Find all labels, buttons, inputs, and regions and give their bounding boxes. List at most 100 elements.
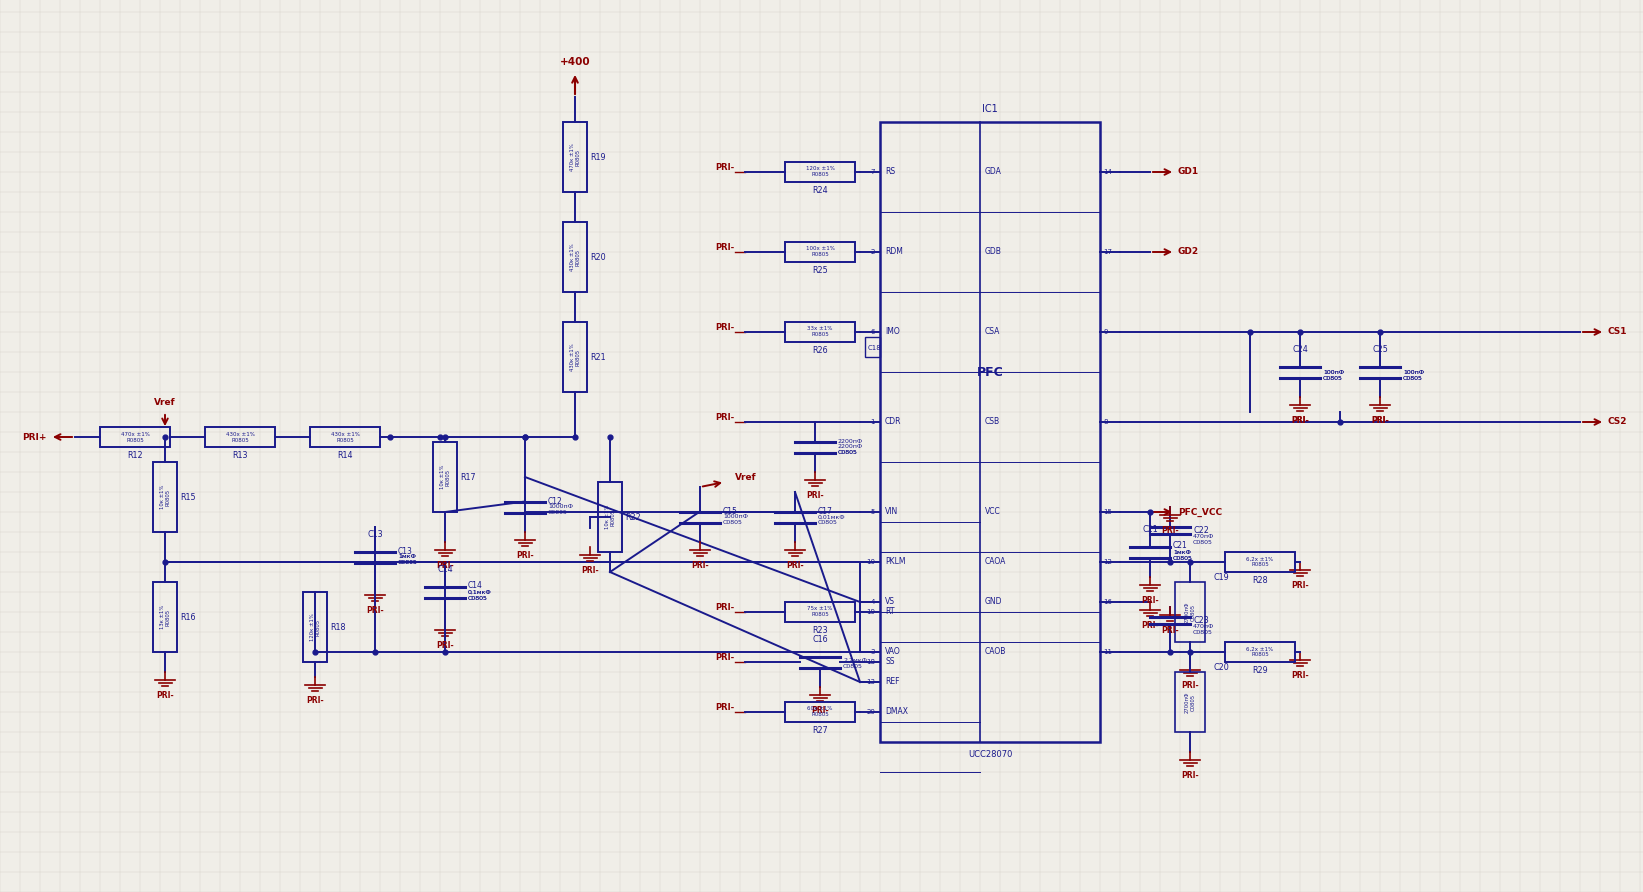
Text: C0805: C0805 (1323, 376, 1342, 381)
Text: C22: C22 (1193, 526, 1209, 535)
Bar (785, 162, 854, 182)
Text: 0,1мкФ: 0,1мкФ (468, 590, 491, 594)
Text: REF: REF (886, 678, 899, 687)
Text: CSA: CSA (986, 327, 1001, 336)
Text: 430х ±1%: 430х ±1% (225, 432, 255, 436)
Text: 100пФ: 100пФ (1403, 369, 1424, 375)
Text: R26: R26 (812, 346, 828, 355)
Bar (564, 122, 587, 192)
Text: CAOA: CAOA (986, 558, 1007, 566)
Text: R28: R28 (1252, 576, 1268, 585)
Text: C0805: C0805 (398, 560, 417, 566)
Bar (302, 592, 327, 662)
Text: R15: R15 (181, 492, 196, 501)
Text: PRI-: PRI- (716, 163, 734, 172)
Text: 470к ±1%
R0805: 470к ±1% R0805 (570, 143, 580, 171)
Text: UCC28070: UCC28070 (968, 750, 1012, 759)
Text: C0805: C0805 (723, 521, 743, 525)
Text: 100пФ: 100пФ (1323, 369, 1344, 375)
Text: PRI-: PRI- (1291, 581, 1309, 590)
Text: R16: R16 (181, 613, 196, 622)
Text: 2200пФ: 2200пФ (838, 439, 863, 444)
Text: 0,1мкФ: 0,1мкФ (468, 590, 491, 594)
Text: 120х ±1%: 120х ±1% (805, 167, 835, 171)
Text: 4: 4 (871, 599, 876, 605)
Text: 7: 7 (871, 169, 876, 175)
Text: C0805: C0805 (1193, 541, 1213, 546)
Text: R0805: R0805 (337, 437, 353, 442)
Text: 6,2х ±1%: 6,2х ±1% (1247, 647, 1273, 651)
Text: C0805: C0805 (843, 664, 863, 668)
Text: PRI-: PRI- (716, 704, 734, 713)
Text: RT: RT (886, 607, 894, 616)
Text: C14: C14 (437, 565, 453, 574)
Text: GDB: GDB (986, 247, 1002, 257)
Text: PRI-: PRI- (1291, 416, 1309, 425)
Text: 470х ±1%: 470х ±1% (120, 432, 150, 436)
Text: 60х ±1%: 60х ±1% (807, 706, 833, 712)
Text: C21: C21 (1142, 525, 1158, 534)
Text: 75х ±1%: 75х ±1% (807, 607, 833, 612)
Text: R0805: R0805 (812, 613, 828, 617)
Text: GD1: GD1 (1178, 168, 1199, 177)
Text: C24: C24 (1291, 345, 1308, 354)
Text: 16: 16 (1102, 599, 1112, 605)
Text: C16: C16 (812, 635, 828, 644)
Text: C0805: C0805 (468, 596, 488, 600)
Text: 12: 12 (1102, 559, 1112, 565)
Text: GDA: GDA (986, 168, 1002, 177)
Text: PRI-: PRI- (807, 491, 823, 500)
Text: C0805: C0805 (549, 510, 568, 516)
Text: PRI-: PRI- (516, 551, 534, 560)
Text: PRI-: PRI- (1162, 626, 1178, 635)
Text: 430к ±1%
R0805: 430к ±1% R0805 (570, 343, 580, 371)
Text: R21: R21 (590, 352, 606, 361)
Text: C13: C13 (398, 547, 412, 556)
Bar (564, 222, 587, 292)
Text: 430к ±1%
R0805: 430к ±1% R0805 (570, 244, 580, 271)
Text: Vref: Vref (734, 473, 757, 482)
Bar (785, 602, 854, 622)
Bar (311, 427, 380, 447)
Text: R0805: R0805 (1250, 563, 1268, 567)
Text: VIN: VIN (886, 508, 899, 516)
Text: PRI-: PRI- (812, 706, 828, 715)
Text: PRI-: PRI- (1142, 596, 1158, 605)
Text: CAOB: CAOB (986, 648, 1007, 657)
Text: IC1: IC1 (983, 104, 997, 114)
Text: SS: SS (886, 657, 894, 666)
Text: C0805: C0805 (1403, 376, 1423, 381)
Text: PRI-: PRI- (1162, 526, 1178, 535)
Bar (434, 442, 457, 512)
Text: PRI-: PRI- (435, 641, 453, 650)
Text: 1: 1 (871, 419, 876, 425)
Text: 13к ±1%
R0805: 13к ±1% R0805 (159, 605, 171, 629)
Text: R0805: R0805 (812, 172, 828, 178)
Text: R0805: R0805 (812, 713, 828, 717)
Text: 20: 20 (866, 709, 876, 715)
Text: 15: 15 (1102, 509, 1112, 515)
Text: 19: 19 (866, 609, 876, 615)
Text: IMO: IMO (886, 327, 900, 336)
Text: PKLM: PKLM (886, 558, 905, 566)
Text: C0805: C0805 (398, 560, 417, 566)
Text: C0805: C0805 (1173, 556, 1193, 560)
Text: 10к ±1%
R0805: 10к ±1% R0805 (159, 485, 171, 509)
Text: 10к ±1%
R0805: 10к ±1% R0805 (605, 505, 616, 529)
Text: 470пФ: 470пФ (1193, 534, 1214, 540)
Text: R19: R19 (590, 153, 606, 161)
Text: RDM: RDM (886, 247, 904, 257)
Text: 6: 6 (871, 329, 876, 335)
Text: 9: 9 (1102, 329, 1107, 335)
Text: 5: 5 (871, 509, 876, 515)
Text: R17: R17 (460, 473, 475, 482)
Text: C0805: C0805 (1403, 376, 1423, 381)
Text: C14: C14 (468, 582, 483, 591)
Text: PRI-: PRI- (1291, 416, 1309, 425)
Text: C12: C12 (549, 497, 564, 506)
Text: PRI-: PRI- (156, 691, 174, 700)
Text: C20: C20 (1213, 663, 1229, 672)
Text: PFC: PFC (976, 366, 1004, 378)
Text: C0805: C0805 (1323, 376, 1342, 381)
Text: 1мкФ: 1мкФ (398, 555, 416, 559)
